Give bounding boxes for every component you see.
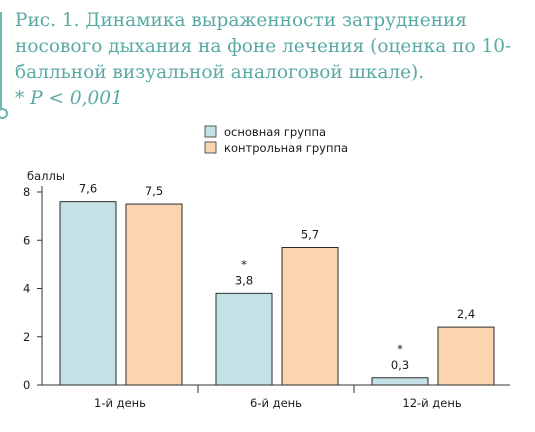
significance-mark: * [241, 257, 247, 271]
caption-text: Рис. 1. Динамика выраженности затруднени… [15, 8, 515, 112]
data-label: 3,8 [235, 273, 253, 287]
legend-label-1: контрольная группа [224, 141, 348, 155]
data-label: 7,6 [79, 182, 97, 196]
data-label: 0,3 [391, 358, 409, 372]
significance-mark: * [397, 342, 403, 356]
bar [125, 203, 183, 386]
y-tick-label: 2 [23, 330, 30, 344]
caption-note: * P < 0,001 [15, 88, 123, 109]
y-tick-label: 4 [23, 282, 30, 296]
bar [281, 246, 339, 386]
caption-title: Рис. 1. Динамика выраженности затруднени… [15, 10, 512, 83]
bar [371, 377, 429, 386]
bar [215, 292, 273, 386]
legend-label-0: основная группа [224, 125, 326, 139]
caption-accent-line [0, 12, 2, 112]
data-label: 2,4 [457, 307, 475, 321]
x-tick-label: 12-й день [402, 396, 461, 410]
data-label: 7,5 [145, 184, 163, 198]
bar [59, 201, 117, 386]
y-axis-label: баллы [27, 169, 65, 183]
bar [437, 326, 495, 386]
legend-swatch-1 [204, 141, 217, 154]
x-tick-label: 1-й день [94, 396, 146, 410]
figure-caption: Рис. 1. Динамика выраженности затруднени… [0, 0, 535, 119]
legend-swatch-0 [204, 125, 217, 138]
caption-accent-dot [0, 108, 8, 119]
y-tick-label: 6 [23, 233, 30, 247]
x-tick-label: 6-й день [250, 396, 302, 410]
y-tick-label: 8 [23, 185, 30, 199]
y-tick-label: 0 [23, 378, 30, 392]
data-label: 5,7 [301, 227, 319, 241]
